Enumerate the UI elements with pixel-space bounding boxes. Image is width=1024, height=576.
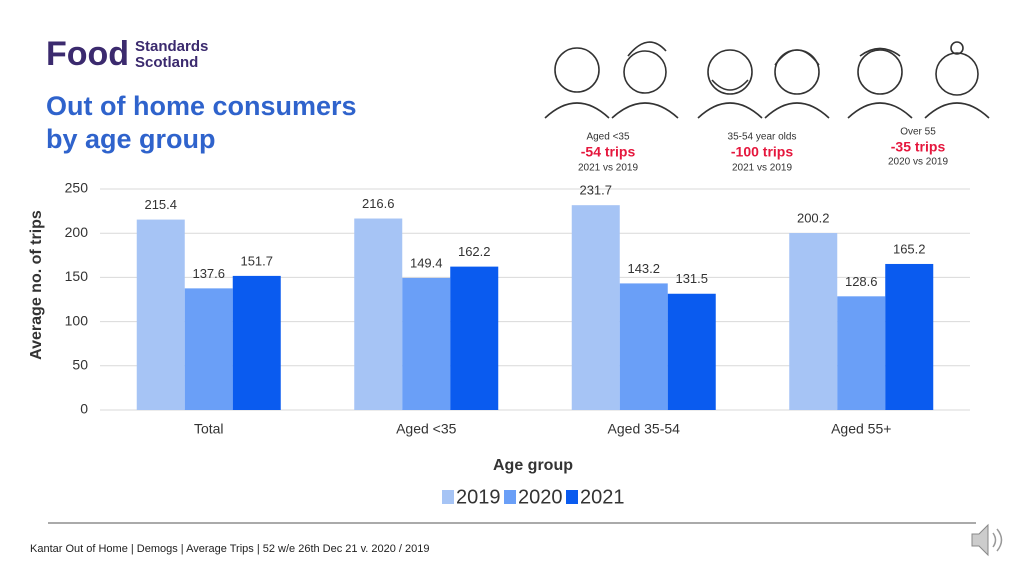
logo-food: Food	[46, 35, 129, 73]
bar	[402, 277, 451, 410]
face-icons	[544, 41, 990, 119]
speaker-icon[interactable]	[971, 523, 1003, 557]
y-tick-label: 200	[65, 224, 89, 240]
title-line: by age group	[46, 124, 216, 154]
bar	[571, 205, 620, 410]
value-label: 143.2	[627, 261, 660, 276]
bar	[354, 218, 403, 410]
annotation-group: Aged <35	[586, 132, 630, 143]
value-label: 231.7	[579, 183, 612, 198]
value-label: 215.4	[144, 197, 177, 212]
bar	[619, 283, 668, 410]
annotation-group: Over 55	[900, 127, 936, 138]
annotation-group: 35-54 year olds	[728, 132, 797, 143]
legend-swatch	[504, 490, 516, 504]
legend-swatch	[442, 490, 454, 504]
legend-swatch	[566, 490, 578, 504]
value-label: 128.6	[845, 274, 878, 289]
x-tick-label: Aged 35-54	[608, 421, 681, 437]
bar	[184, 288, 233, 410]
bar	[667, 293, 716, 410]
annotation-comparison: 2021 vs 2019	[732, 163, 792, 174]
y-tick-label: 100	[65, 312, 89, 328]
value-label: 162.2	[458, 244, 491, 259]
y-tick-label: 50	[72, 357, 88, 373]
annotation-change: -54 trips	[581, 144, 636, 160]
value-label: 137.6	[192, 266, 225, 281]
legend-label: 2020	[518, 486, 563, 508]
logo-scotland: Scotland	[135, 54, 198, 71]
x-tick-label: Aged 55+	[831, 421, 891, 437]
y-tick-label: 0	[80, 401, 88, 417]
annotation-change: -100 trips	[731, 144, 793, 160]
bar	[885, 263, 934, 410]
annotation-comparison: 2021 vs 2019	[578, 163, 638, 174]
logo-standards: Standards	[135, 38, 208, 55]
y-axis-title: Average no. of trips	[28, 210, 45, 360]
footer: Kantar Out of Home | Demogs | Average Tr…	[30, 543, 430, 555]
annotation-change: -35 trips	[891, 139, 946, 155]
value-label: 165.2	[893, 241, 926, 256]
bar	[837, 296, 886, 410]
x-axis-title: Age group	[493, 457, 573, 474]
legend-label: 2021	[580, 486, 625, 508]
value-label: 216.6	[362, 196, 395, 211]
annotation-comparison: 2020 vs 2019	[888, 157, 948, 168]
value-label: 151.7	[240, 253, 273, 268]
y-tick-label: 250	[65, 180, 89, 196]
bar	[232, 275, 281, 410]
value-label: 149.4	[410, 255, 443, 270]
legend-label: 2019	[456, 486, 501, 508]
bar	[450, 266, 499, 410]
title-line: Out of home consumers	[46, 91, 357, 121]
y-tick-label: 150	[65, 268, 89, 284]
value-label: 131.5	[675, 271, 708, 286]
bar	[136, 219, 185, 410]
bar	[789, 233, 838, 410]
x-tick-label: Aged <35	[396, 421, 457, 437]
x-tick-label: Total	[194, 421, 224, 437]
value-label: 200.2	[797, 210, 830, 225]
